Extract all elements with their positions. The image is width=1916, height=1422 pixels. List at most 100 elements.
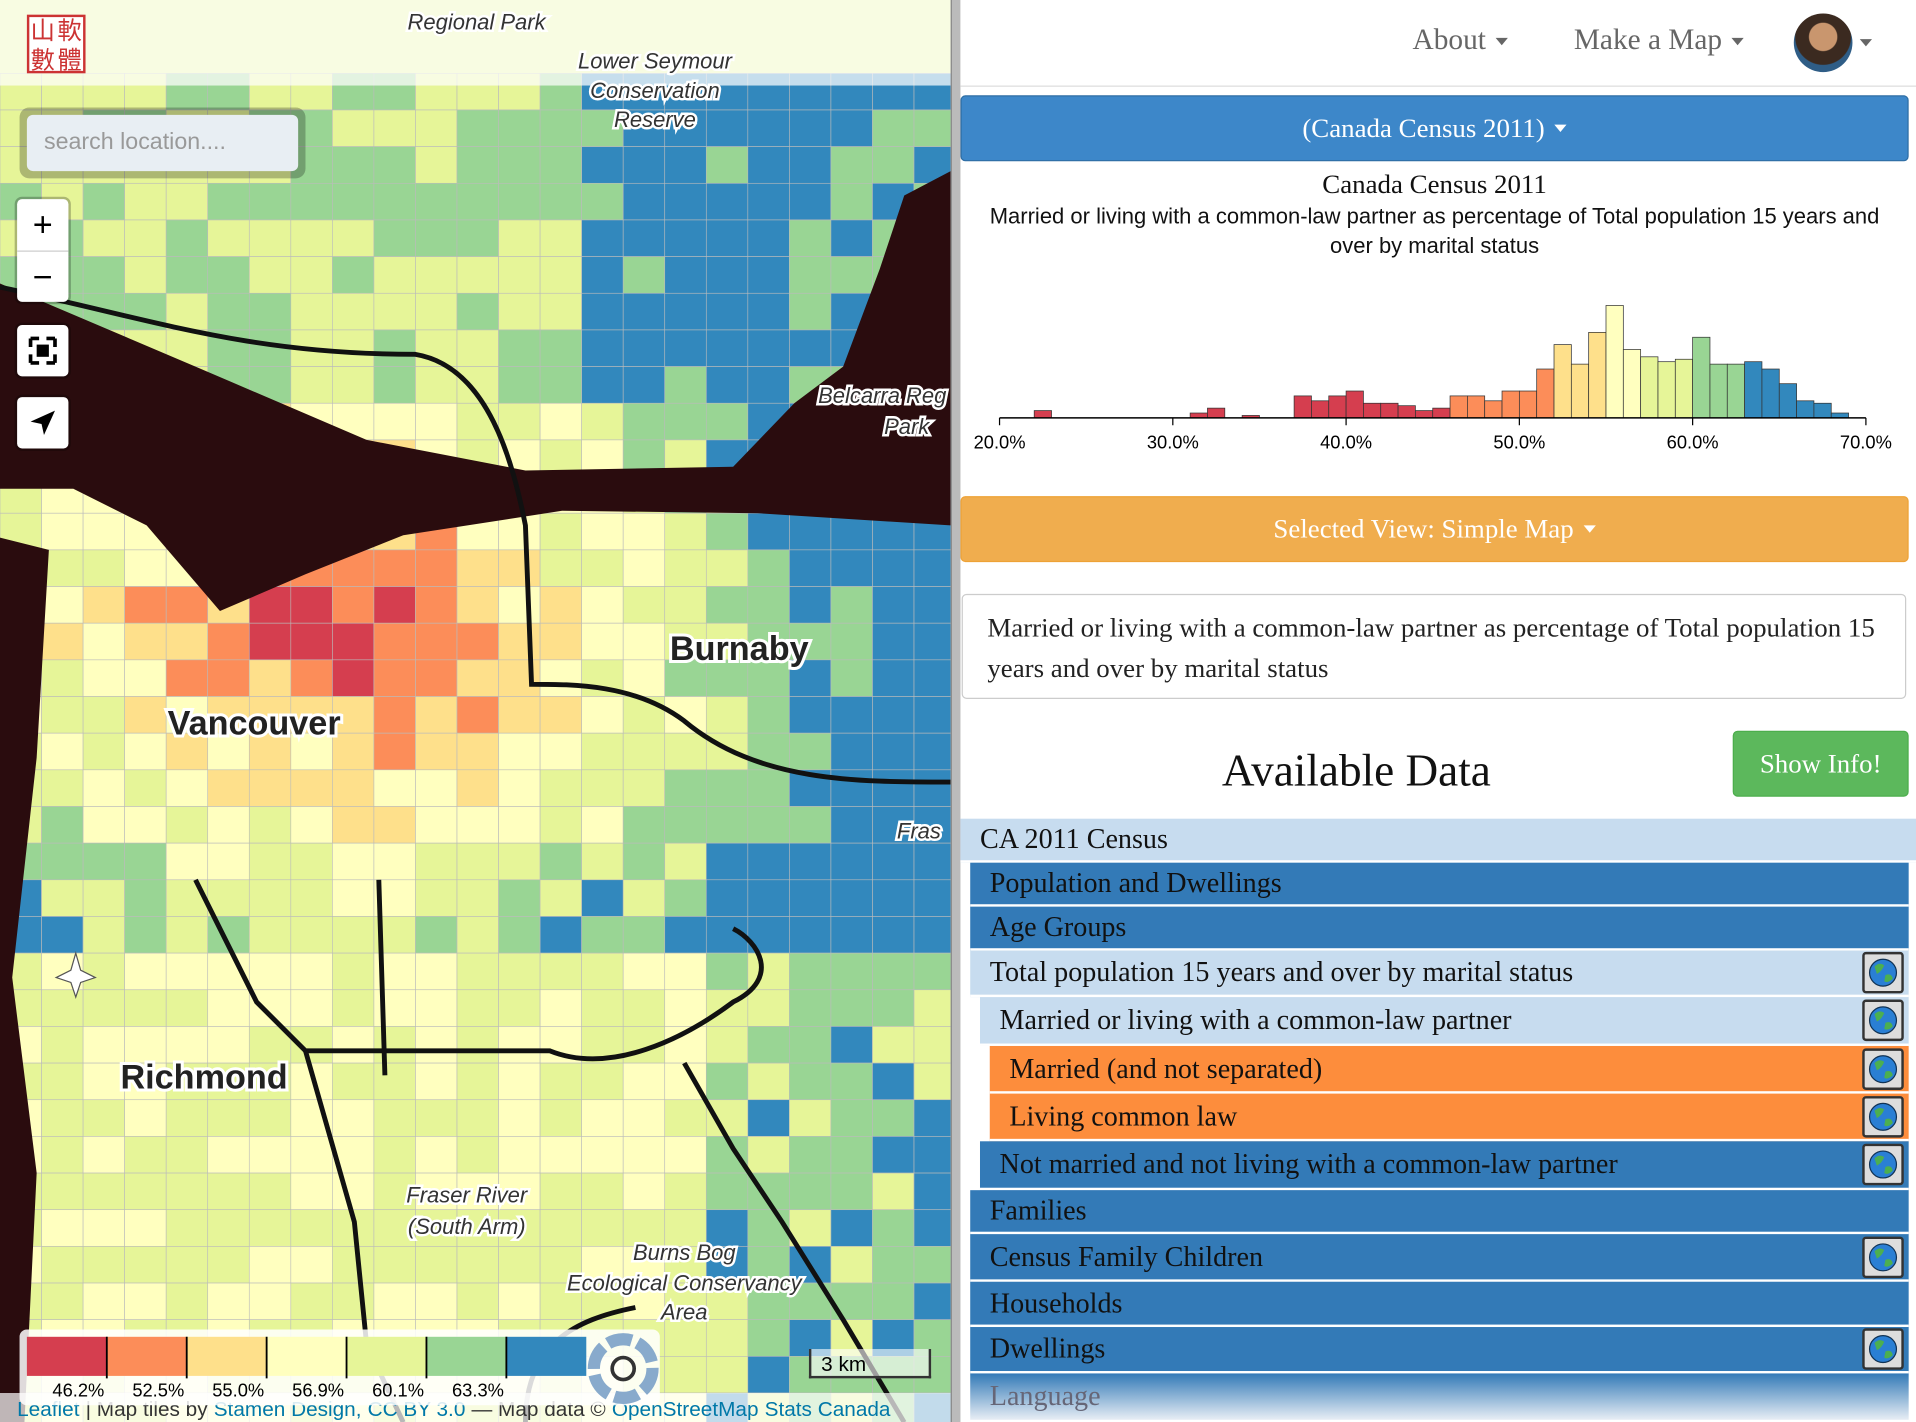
tree-item[interactable]: Dwellings bbox=[970, 1327, 1909, 1374]
map-tile bbox=[747, 182, 790, 221]
map-tile bbox=[82, 1282, 125, 1320]
map-tile bbox=[41, 732, 84, 771]
map-tile bbox=[705, 696, 749, 734]
place-label: Conservation bbox=[590, 78, 720, 103]
map-tile bbox=[498, 1136, 541, 1174]
map-tile bbox=[165, 952, 209, 991]
dataset-button[interactable]: (Canada Census 2011) bbox=[960, 95, 1909, 162]
map-tile bbox=[789, 256, 832, 294]
map-tile bbox=[498, 146, 541, 184]
splitter[interactable] bbox=[950, 0, 961, 1422]
map-tile bbox=[82, 512, 125, 551]
map-tile bbox=[705, 1282, 749, 1320]
legend-swatch bbox=[266, 1336, 347, 1376]
map-tile bbox=[581, 1246, 624, 1284]
avatar[interactable] bbox=[1793, 13, 1853, 73]
map-tile bbox=[456, 549, 499, 587]
tree-item[interactable]: Married (and not separated) bbox=[989, 1045, 1909, 1094]
legend-scale: 46.2% 52.5% 55.0% 56.9% 60.1% 63.3% bbox=[26, 1333, 659, 1405]
map-tile bbox=[290, 769, 333, 807]
tree-item[interactable]: Population and Dwellings bbox=[970, 862, 1909, 907]
map-tile bbox=[456, 292, 499, 331]
map-tile bbox=[332, 1282, 375, 1320]
map-tile bbox=[207, 1062, 250, 1101]
globe-button[interactable] bbox=[1862, 1235, 1904, 1278]
map-tile bbox=[705, 1356, 749, 1394]
map-tile bbox=[332, 659, 375, 697]
map-tile bbox=[581, 696, 624, 734]
map-tile bbox=[124, 1209, 167, 1247]
map-tile bbox=[332, 952, 375, 991]
map-tile bbox=[622, 879, 666, 917]
navbar: About Make a Map bbox=[960, 0, 1916, 87]
map-tile bbox=[913, 879, 951, 917]
tree-item[interactable]: Census Family Children bbox=[970, 1234, 1909, 1282]
info-button[interactable]: Show Info! bbox=[1732, 730, 1909, 797]
map-tile bbox=[124, 916, 167, 954]
map-tile bbox=[789, 1136, 832, 1174]
map-tile bbox=[124, 732, 167, 771]
tree-item[interactable]: Age Groups bbox=[970, 906, 1909, 951]
map-tile bbox=[789, 806, 832, 844]
map-tile bbox=[789, 549, 832, 587]
map-tile bbox=[373, 1136, 416, 1174]
tree-item[interactable]: Language bbox=[970, 1373, 1909, 1422]
tree-item[interactable]: Households bbox=[970, 1281, 1909, 1328]
map-tile bbox=[747, 1356, 790, 1394]
map-tile bbox=[415, 879, 458, 917]
legend-refresh[interactable] bbox=[587, 1333, 659, 1405]
tree-label: Language bbox=[989, 1380, 1101, 1412]
nav-about[interactable]: About bbox=[1413, 24, 1508, 57]
map-tile bbox=[539, 1099, 582, 1137]
search-frame: search location.... bbox=[19, 107, 306, 179]
map-tile bbox=[789, 622, 832, 661]
map-tile bbox=[332, 1136, 375, 1174]
map-tile bbox=[498, 732, 541, 771]
map-tile bbox=[539, 402, 582, 441]
map-tile bbox=[82, 1026, 125, 1064]
globe-button[interactable] bbox=[1862, 999, 1904, 1042]
map-tile bbox=[248, 1246, 292, 1284]
globe-button[interactable] bbox=[1862, 1143, 1904, 1186]
logo[interactable]: 山軟數體 bbox=[26, 14, 86, 75]
search-input[interactable]: search location.... bbox=[26, 114, 299, 172]
locate-button[interactable] bbox=[17, 397, 69, 449]
tree-item[interactable]: CA 2011 Census bbox=[960, 818, 1916, 863]
tree-item[interactable]: Married or living with a common-law part… bbox=[979, 997, 1909, 1046]
attribution-link[interactable]: Stats Canada bbox=[764, 1397, 891, 1422]
map-tile bbox=[747, 586, 790, 624]
legend-swatch bbox=[506, 1336, 587, 1376]
zoom-out[interactable]: − bbox=[32, 257, 53, 296]
map-tile bbox=[705, 1209, 749, 1247]
globe-button[interactable] bbox=[1862, 951, 1904, 994]
map[interactable]: Regional Park Lower Seymour Conservation… bbox=[0, 0, 951, 1422]
description-textarea[interactable]: Married or living with a common-law part… bbox=[961, 593, 1907, 699]
map-tile bbox=[913, 1062, 951, 1101]
map-tile bbox=[498, 989, 541, 1027]
globe-button[interactable] bbox=[1862, 1095, 1904, 1138]
map-tile bbox=[207, 696, 250, 734]
nav-make-map[interactable]: Make a Map bbox=[1574, 24, 1745, 57]
tree-item[interactable]: Not married and not living with a common… bbox=[979, 1141, 1909, 1191]
place-label: Belcarra Reg bbox=[818, 383, 947, 408]
map-tile bbox=[124, 989, 167, 1027]
fullscreen-button[interactable] bbox=[17, 325, 69, 377]
tree-item[interactable]: Families bbox=[970, 1190, 1909, 1235]
tree-item[interactable]: Total population 15 years and over by ma… bbox=[970, 950, 1909, 998]
globe-button[interactable] bbox=[1862, 1328, 1904, 1370]
map-tile bbox=[581, 989, 624, 1027]
map-tile bbox=[415, 732, 458, 771]
map-tile bbox=[789, 696, 832, 734]
map-tile bbox=[415, 366, 458, 404]
map-tile bbox=[82, 989, 125, 1027]
globe-button[interactable] bbox=[1862, 1047, 1904, 1090]
tree-item[interactable]: Living common law bbox=[989, 1093, 1909, 1142]
view-button[interactable]: Selected View: Simple Map bbox=[960, 496, 1909, 563]
zoom-in[interactable]: + bbox=[17, 199, 69, 252]
map-tile bbox=[498, 1062, 541, 1101]
map-tile bbox=[622, 1099, 666, 1137]
map-tile bbox=[581, 952, 624, 991]
map-tile bbox=[747, 512, 790, 551]
map-tile bbox=[622, 292, 666, 331]
globe-sea bbox=[1868, 1334, 1898, 1364]
